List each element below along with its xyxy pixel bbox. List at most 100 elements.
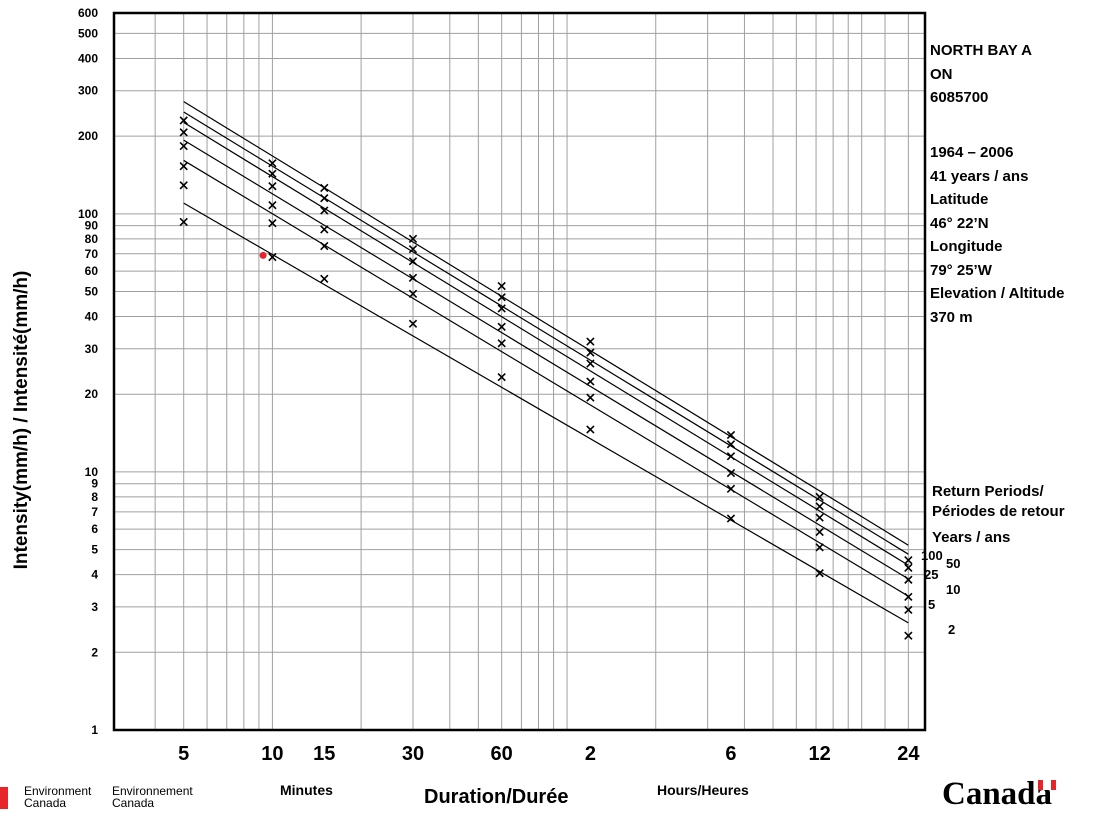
legend-line-2: Périodes de retour xyxy=(932,503,1065,520)
data-point-5 xyxy=(408,289,418,298)
data-point-100 xyxy=(904,556,913,565)
data-point-2 xyxy=(586,425,595,434)
return-period-label-2: 2 xyxy=(948,622,955,637)
y-tick-label: 50 xyxy=(85,285,99,299)
x-tick-label: 60 xyxy=(491,743,513,765)
elevation-value: 370 m xyxy=(930,308,973,326)
data-point-25 xyxy=(408,257,418,266)
x-tick-label: 30 xyxy=(402,743,424,765)
y-tick-label: 6 xyxy=(91,522,98,536)
data-point-10 xyxy=(408,273,418,282)
y-tick-label: 500 xyxy=(78,26,98,40)
data-point-10 xyxy=(815,527,824,537)
data-point-25 xyxy=(497,304,506,313)
series-line-2 xyxy=(183,202,909,624)
y-tick-label: 400 xyxy=(78,51,98,65)
station-province: ON xyxy=(930,65,953,83)
data-point-5 xyxy=(320,241,329,251)
latitude-label: Latitude xyxy=(930,191,989,208)
x-tick-label: 15 xyxy=(313,743,335,765)
data-point-50 xyxy=(497,293,506,302)
x-tick-label: 5 xyxy=(178,743,189,765)
data-point-100 xyxy=(726,430,736,440)
series-line-5 xyxy=(183,159,909,597)
data-point-2 xyxy=(815,569,824,578)
data-point-25 xyxy=(179,141,188,151)
data-point-50 xyxy=(179,128,188,137)
station-info: NORTH BAY A ON 6085700 xyxy=(930,39,1032,110)
elevation-label: Elevation / Altitude xyxy=(930,285,1065,302)
data-point-5 xyxy=(904,605,913,615)
y-tick-label: 90 xyxy=(85,219,99,233)
data-point-5 xyxy=(179,181,188,190)
series-line-100 xyxy=(183,101,909,546)
x-tick-label: 2 xyxy=(585,743,596,765)
data-point-5 xyxy=(497,339,506,348)
x-unit-hours: Hours/Heures xyxy=(657,782,749,798)
data-point-25 xyxy=(815,513,824,522)
data-point-2 xyxy=(268,252,277,262)
x-tick-label: 6 xyxy=(725,743,736,765)
data-point-25 xyxy=(726,452,736,461)
x-tick-label: 12 xyxy=(809,743,831,765)
data-point-25 xyxy=(904,575,913,584)
data-point-50 xyxy=(268,169,277,178)
y-tick-label: 4 xyxy=(91,568,98,582)
data-point-25 xyxy=(586,359,595,368)
y-tick-label: 8 xyxy=(91,490,98,504)
y-tick-label: 30 xyxy=(85,342,99,356)
return-period-label-5: 5 xyxy=(928,597,935,612)
series-points xyxy=(179,116,913,640)
return-period-label-10: 10 xyxy=(946,582,960,597)
y-axis-label: Intensity(mm/h) / Intensité(mm/h) xyxy=(11,270,32,570)
data-point-2 xyxy=(497,372,506,382)
y-tick-label: 100 xyxy=(78,207,98,221)
data-point-2 xyxy=(904,631,913,640)
data-point-5 xyxy=(586,393,595,402)
y-tick-label: 200 xyxy=(78,129,98,143)
x-tick-label: 10 xyxy=(261,743,283,765)
legend-line-1: Return Periods/ xyxy=(932,483,1044,500)
plot-frame xyxy=(112,11,927,732)
dept-fr-line-1: Environnement xyxy=(112,784,193,798)
series-line-25 xyxy=(183,121,909,566)
station-period: 1964 – 2006 xyxy=(930,144,1014,161)
y-tick-label: 9 xyxy=(91,477,98,491)
y-tick-label: 20 xyxy=(85,387,99,401)
data-point-100 xyxy=(179,116,188,125)
station-name: NORTH BAY A xyxy=(930,42,1032,59)
data-point-2 xyxy=(179,217,188,227)
data-point-5 xyxy=(815,543,824,552)
x-unit-minutes: Minutes xyxy=(280,782,333,798)
data-point-10 xyxy=(904,592,913,602)
dept-en-line-2: Canada xyxy=(24,796,67,810)
data-point-5 xyxy=(268,219,277,228)
series-line-50 xyxy=(183,111,909,555)
canada-wordmark: Canadä xyxy=(942,776,1053,812)
data-point-100 xyxy=(497,281,506,291)
series-line-10 xyxy=(183,139,909,580)
station-id: 6085700 xyxy=(930,89,989,106)
data-point-2 xyxy=(726,514,736,523)
data-point-100 xyxy=(815,492,824,502)
data-point-100 xyxy=(268,159,277,168)
y-tick-label: 60 xyxy=(85,264,99,278)
data-point-5 xyxy=(726,484,736,493)
y-tick-label: 10 xyxy=(85,465,99,479)
y-tick-label: 80 xyxy=(85,232,99,246)
data-point-10 xyxy=(179,161,188,171)
y-tick-label: 5 xyxy=(91,543,98,557)
data-point-50 xyxy=(586,348,595,357)
canada-flag-icon xyxy=(1038,780,1056,790)
data-point-10 xyxy=(320,225,329,234)
series-lines xyxy=(183,101,909,624)
data-point-10 xyxy=(497,322,506,331)
return-period-label-100: 100 xyxy=(921,548,943,563)
data-point-50 xyxy=(320,193,329,203)
grid-lines xyxy=(114,13,925,730)
data-point-10 xyxy=(726,468,736,478)
dept-fr-line-2: Canada xyxy=(112,796,155,810)
longitude-label: Longitude xyxy=(930,238,1003,255)
